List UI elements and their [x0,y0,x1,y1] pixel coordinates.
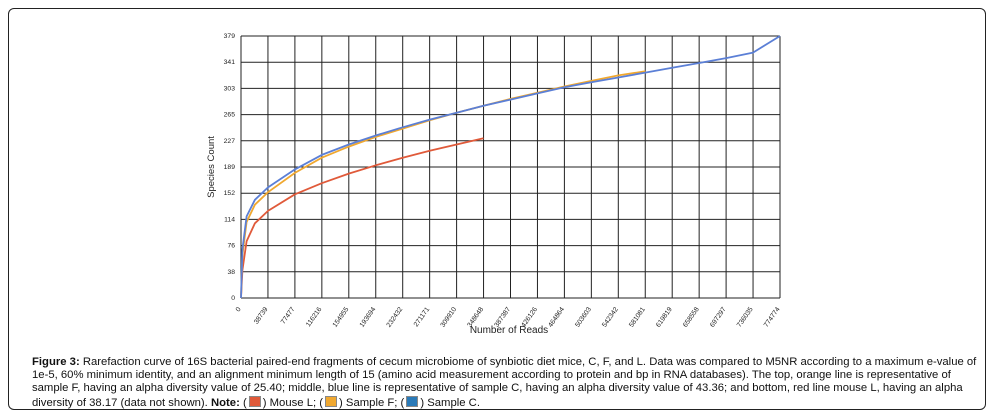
x-tick-label: 232432 [386,306,405,329]
caption-note-label: Note: [210,396,240,409]
x-tick-label: 503603 [574,306,593,329]
series-line-sample-f [240,70,646,299]
legend-swatch-mouse-l [248,395,261,407]
y-tick-label: 379 [224,33,236,40]
x-tick-label: 774774 [763,306,782,329]
x-tick-label: 154955 [332,306,351,329]
x-tick-label: 38739 [253,306,270,326]
x-tick-label: 116216 [305,306,324,328]
y-tick-label: 341 [224,59,236,66]
legend-sample-c: ) Sample C. [420,396,480,409]
x-tick-label: 658558 [682,306,701,329]
y-tick-label: 38 [227,269,235,276]
y-tick-labels: 0 38 76 114 152 189 227 265 303 341 379 [224,33,236,302]
y-tick-label: 303 [224,85,236,92]
series-line-mouse-l [240,137,484,299]
legend-mouse-l: ) Mouse L; ( [262,396,324,409]
figure-frame: 0 38739 77477 116216 154955 193694 232432 27117… [8,8,986,410]
legend-swatch-sample-c [406,395,419,407]
y-axis-label: Species Count [206,136,217,198]
series-lines [240,35,781,299]
y-tick-label: 76 [227,243,235,250]
y-tick-label: 114 [224,216,235,223]
legend-swatch-sample-f [325,395,338,407]
x-tick-label: 271171 [413,306,432,328]
legend-open: ( [239,396,247,409]
x-tick-label: 0 [235,306,243,313]
caption-label: Figure 3: [32,356,80,368]
legend-sample-f: ) Sample F; ( [339,396,405,409]
figure-caption: Figure 3: Rarefaction curve of 16S bacte… [32,356,977,410]
x-tick-label: 542342 [601,306,620,329]
y-tick-label: 227 [224,138,236,145]
caption-text: Rarefaction curve of 16S bacterial paire… [32,356,977,409]
rarefaction-chart: 0 38739 77477 116216 154955 193694 232432 27117… [206,33,782,336]
x-tick-label: 736035 [736,306,755,329]
x-tick-label: 193694 [359,306,378,329]
x-tick-label: 309910 [439,306,458,329]
y-tick-label: 189 [224,164,236,171]
y-tick-label: 265 [224,112,236,119]
x-tick-label: 77477 [280,306,297,326]
grid [240,35,781,299]
x-tick-label: 697297 [709,306,728,329]
x-axis-label: Number of Reads [470,325,548,336]
x-tick-label: 619819 [655,306,674,329]
y-tick-label: 0 [231,295,235,302]
x-tick-label: 464864 [547,306,566,329]
y-tick-label: 152 [224,190,236,197]
x-tick-label: 581081 [628,306,647,329]
series-line-sample-c [240,35,781,299]
